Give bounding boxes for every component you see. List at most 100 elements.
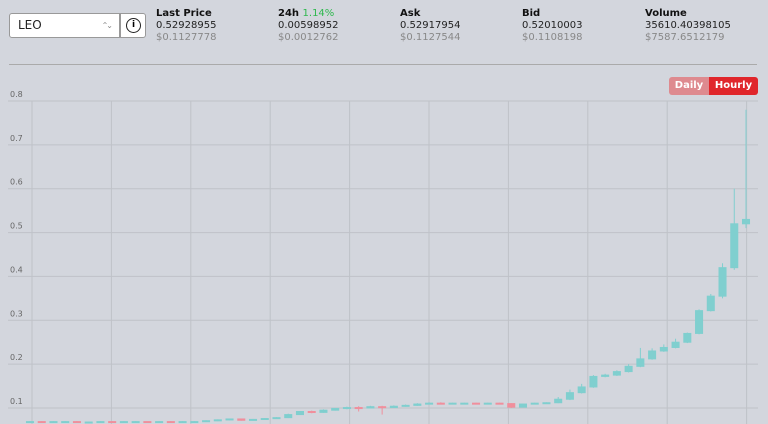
candle-body bbox=[190, 421, 199, 424]
separator bbox=[9, 64, 757, 65]
candle-body bbox=[636, 358, 645, 367]
y-tick-label: 0.1 bbox=[10, 397, 23, 406]
candle-body bbox=[178, 421, 187, 424]
candle-body bbox=[741, 218, 751, 225]
candle-body bbox=[108, 421, 117, 424]
candle-body bbox=[202, 420, 211, 423]
y-tick-label: 0.2 bbox=[10, 353, 23, 362]
daily-button[interactable]: Daily bbox=[669, 77, 709, 95]
stat-usd: $0.1108198 bbox=[522, 32, 583, 43]
candle-body bbox=[143, 421, 152, 424]
candle-body bbox=[72, 421, 81, 424]
candle-body bbox=[612, 371, 621, 376]
stat-change: 1.14% bbox=[302, 8, 335, 19]
candle-body bbox=[248, 418, 258, 421]
candle-body bbox=[366, 406, 375, 409]
candle-body bbox=[354, 407, 363, 410]
stat-label-text: 24h bbox=[278, 8, 300, 19]
candle-body bbox=[718, 267, 727, 297]
candle-body bbox=[272, 417, 281, 420]
stat: Last Price 0.52928955 $0.1127778 bbox=[156, 8, 216, 44]
y-tick-label: 0.3 bbox=[10, 309, 23, 318]
y-tick-label: 0.7 bbox=[10, 134, 23, 143]
stat-usd: $0.1127778 bbox=[156, 32, 217, 43]
stat-usd: $7587.6512179 bbox=[645, 32, 725, 43]
hourly-button[interactable]: Hourly bbox=[709, 77, 758, 95]
stat-label: 24h 1.14% bbox=[278, 8, 338, 20]
candle-body bbox=[342, 407, 351, 410]
candle-body bbox=[671, 341, 680, 348]
candle-body bbox=[507, 403, 516, 408]
candle-body bbox=[706, 295, 715, 312]
stat-value: 35610.40398105 bbox=[645, 20, 731, 31]
candle-body bbox=[319, 409, 328, 413]
stat: Ask 0.52917954 $0.1127544 bbox=[400, 8, 460, 44]
candle-body bbox=[213, 419, 222, 422]
stat-label-text: Volume bbox=[645, 8, 687, 19]
candle-body bbox=[237, 418, 246, 421]
candle-body bbox=[166, 421, 175, 424]
candle-body bbox=[389, 405, 398, 409]
y-tick-label: 0.6 bbox=[10, 178, 23, 187]
candle-body bbox=[61, 421, 70, 424]
candle-body bbox=[730, 223, 739, 269]
candle-body bbox=[295, 411, 304, 416]
candle-body bbox=[155, 421, 164, 424]
stat-value: 0.52917954 bbox=[400, 20, 461, 31]
candle-body bbox=[542, 402, 551, 405]
candle-body bbox=[436, 402, 445, 405]
candle-body bbox=[695, 310, 704, 334]
y-tick-label: 0.4 bbox=[10, 265, 23, 274]
candle-body bbox=[284, 414, 293, 419]
stat: 24h 1.14% 0.00598952 $0.0012762 bbox=[278, 8, 338, 44]
candle-body bbox=[331, 407, 340, 411]
candle-body bbox=[495, 402, 504, 405]
candle-body bbox=[554, 398, 563, 404]
candle-body bbox=[225, 418, 234, 421]
candle-body bbox=[530, 402, 539, 405]
candle-body bbox=[648, 350, 657, 360]
candle-body bbox=[37, 421, 46, 424]
symbol-select[interactable]: LEO bbox=[9, 13, 120, 38]
candle-body bbox=[483, 402, 492, 405]
stat-label: Bid bbox=[522, 8, 582, 20]
candle-body bbox=[659, 346, 668, 352]
candle-body bbox=[589, 375, 598, 388]
info-button[interactable]: i bbox=[120, 13, 146, 38]
candle-body bbox=[119, 421, 128, 424]
y-tick-label: 0.5 bbox=[10, 222, 23, 231]
stat-label-text: Last Price bbox=[156, 8, 212, 19]
candle-body bbox=[96, 421, 105, 424]
candle-body bbox=[601, 374, 610, 377]
candle-body bbox=[448, 402, 457, 405]
stat-value: 0.52010003 bbox=[522, 20, 583, 31]
stat-label: Volume bbox=[645, 8, 731, 20]
candle-body bbox=[401, 404, 410, 407]
stat: Volume 35610.40398105 $7587.6512179 bbox=[645, 8, 731, 44]
candle-body bbox=[413, 403, 422, 406]
candle-body bbox=[84, 421, 93, 424]
candle-body bbox=[131, 421, 140, 424]
candle-body bbox=[565, 392, 574, 400]
candle-body bbox=[425, 402, 434, 405]
candle-body bbox=[49, 421, 58, 424]
stat-label: Last Price bbox=[156, 8, 216, 20]
candle-body bbox=[624, 365, 633, 373]
stat-usd: $0.1127544 bbox=[400, 32, 461, 43]
stat-label-text: Bid bbox=[522, 8, 541, 19]
candle-body bbox=[518, 403, 528, 408]
candle-body bbox=[25, 421, 35, 424]
candle-body bbox=[472, 402, 481, 405]
candle-body bbox=[307, 411, 316, 414]
stat-value: 0.00598952 bbox=[278, 20, 339, 31]
stat-value: 0.52928955 bbox=[156, 20, 217, 31]
stat-label: Ask bbox=[400, 8, 460, 20]
stat-label-text: Ask bbox=[400, 8, 421, 19]
stat-usd: $0.0012762 bbox=[278, 32, 339, 43]
candle-body bbox=[378, 406, 387, 409]
candle-body bbox=[460, 402, 469, 405]
candle-body bbox=[260, 418, 269, 421]
stat: Bid 0.52010003 $0.1108198 bbox=[522, 8, 582, 44]
